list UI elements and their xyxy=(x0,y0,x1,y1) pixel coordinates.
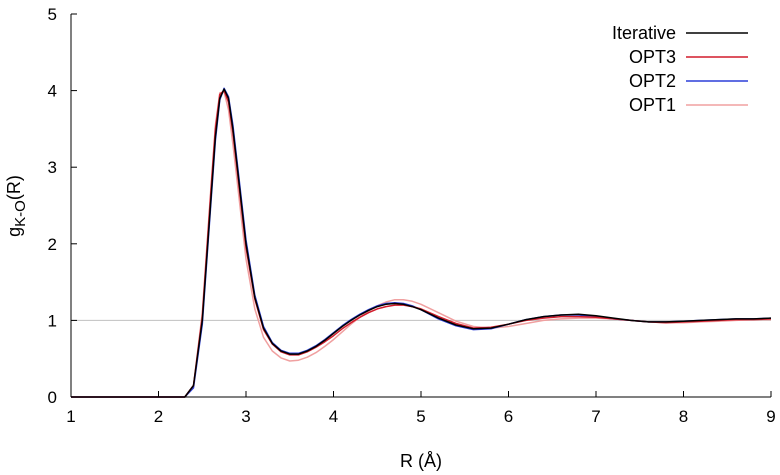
series-line-opt2 xyxy=(71,87,772,398)
x-tick-label: 2 xyxy=(154,407,163,426)
y-tick-label: 0 xyxy=(48,388,57,407)
series-line-opt1 xyxy=(71,91,771,398)
x-tick-label: 5 xyxy=(416,407,425,426)
y-axis-title-subscript: K-O xyxy=(12,200,29,227)
y-tick-label: 4 xyxy=(48,82,57,101)
x-tick-label: 9 xyxy=(766,407,775,426)
y-tick-label: 2 xyxy=(48,235,57,254)
y-tick-label: 5 xyxy=(48,5,57,24)
y-tick-label: 3 xyxy=(48,158,57,177)
legend: Iterative OPT3 OPT2 OPT1 xyxy=(612,23,748,115)
x-tick-label: 6 xyxy=(504,407,513,426)
legend-label: OPT1 xyxy=(629,95,676,115)
series-line-iterative xyxy=(71,88,772,398)
x-tick-label: 7 xyxy=(591,407,600,426)
x-tick-label: 1 xyxy=(66,407,75,426)
x-tick-label: 3 xyxy=(241,407,250,426)
y-axis-title: gK-O(R) xyxy=(4,175,29,237)
x-tick-label: 4 xyxy=(329,407,338,426)
legend-label: OPT3 xyxy=(629,47,676,67)
x-tick-label: 8 xyxy=(679,407,688,426)
legend-label: OPT2 xyxy=(629,71,676,91)
legend-label: Iterative xyxy=(612,23,676,43)
y-tick-label: 1 xyxy=(48,311,57,330)
series-layer xyxy=(71,87,772,398)
y-axis-title-tail: (R) xyxy=(4,175,24,200)
y-axis-title-main: g xyxy=(4,227,24,237)
x-axis-title: R (Å) xyxy=(400,451,442,471)
series-line-opt3 xyxy=(71,89,772,398)
